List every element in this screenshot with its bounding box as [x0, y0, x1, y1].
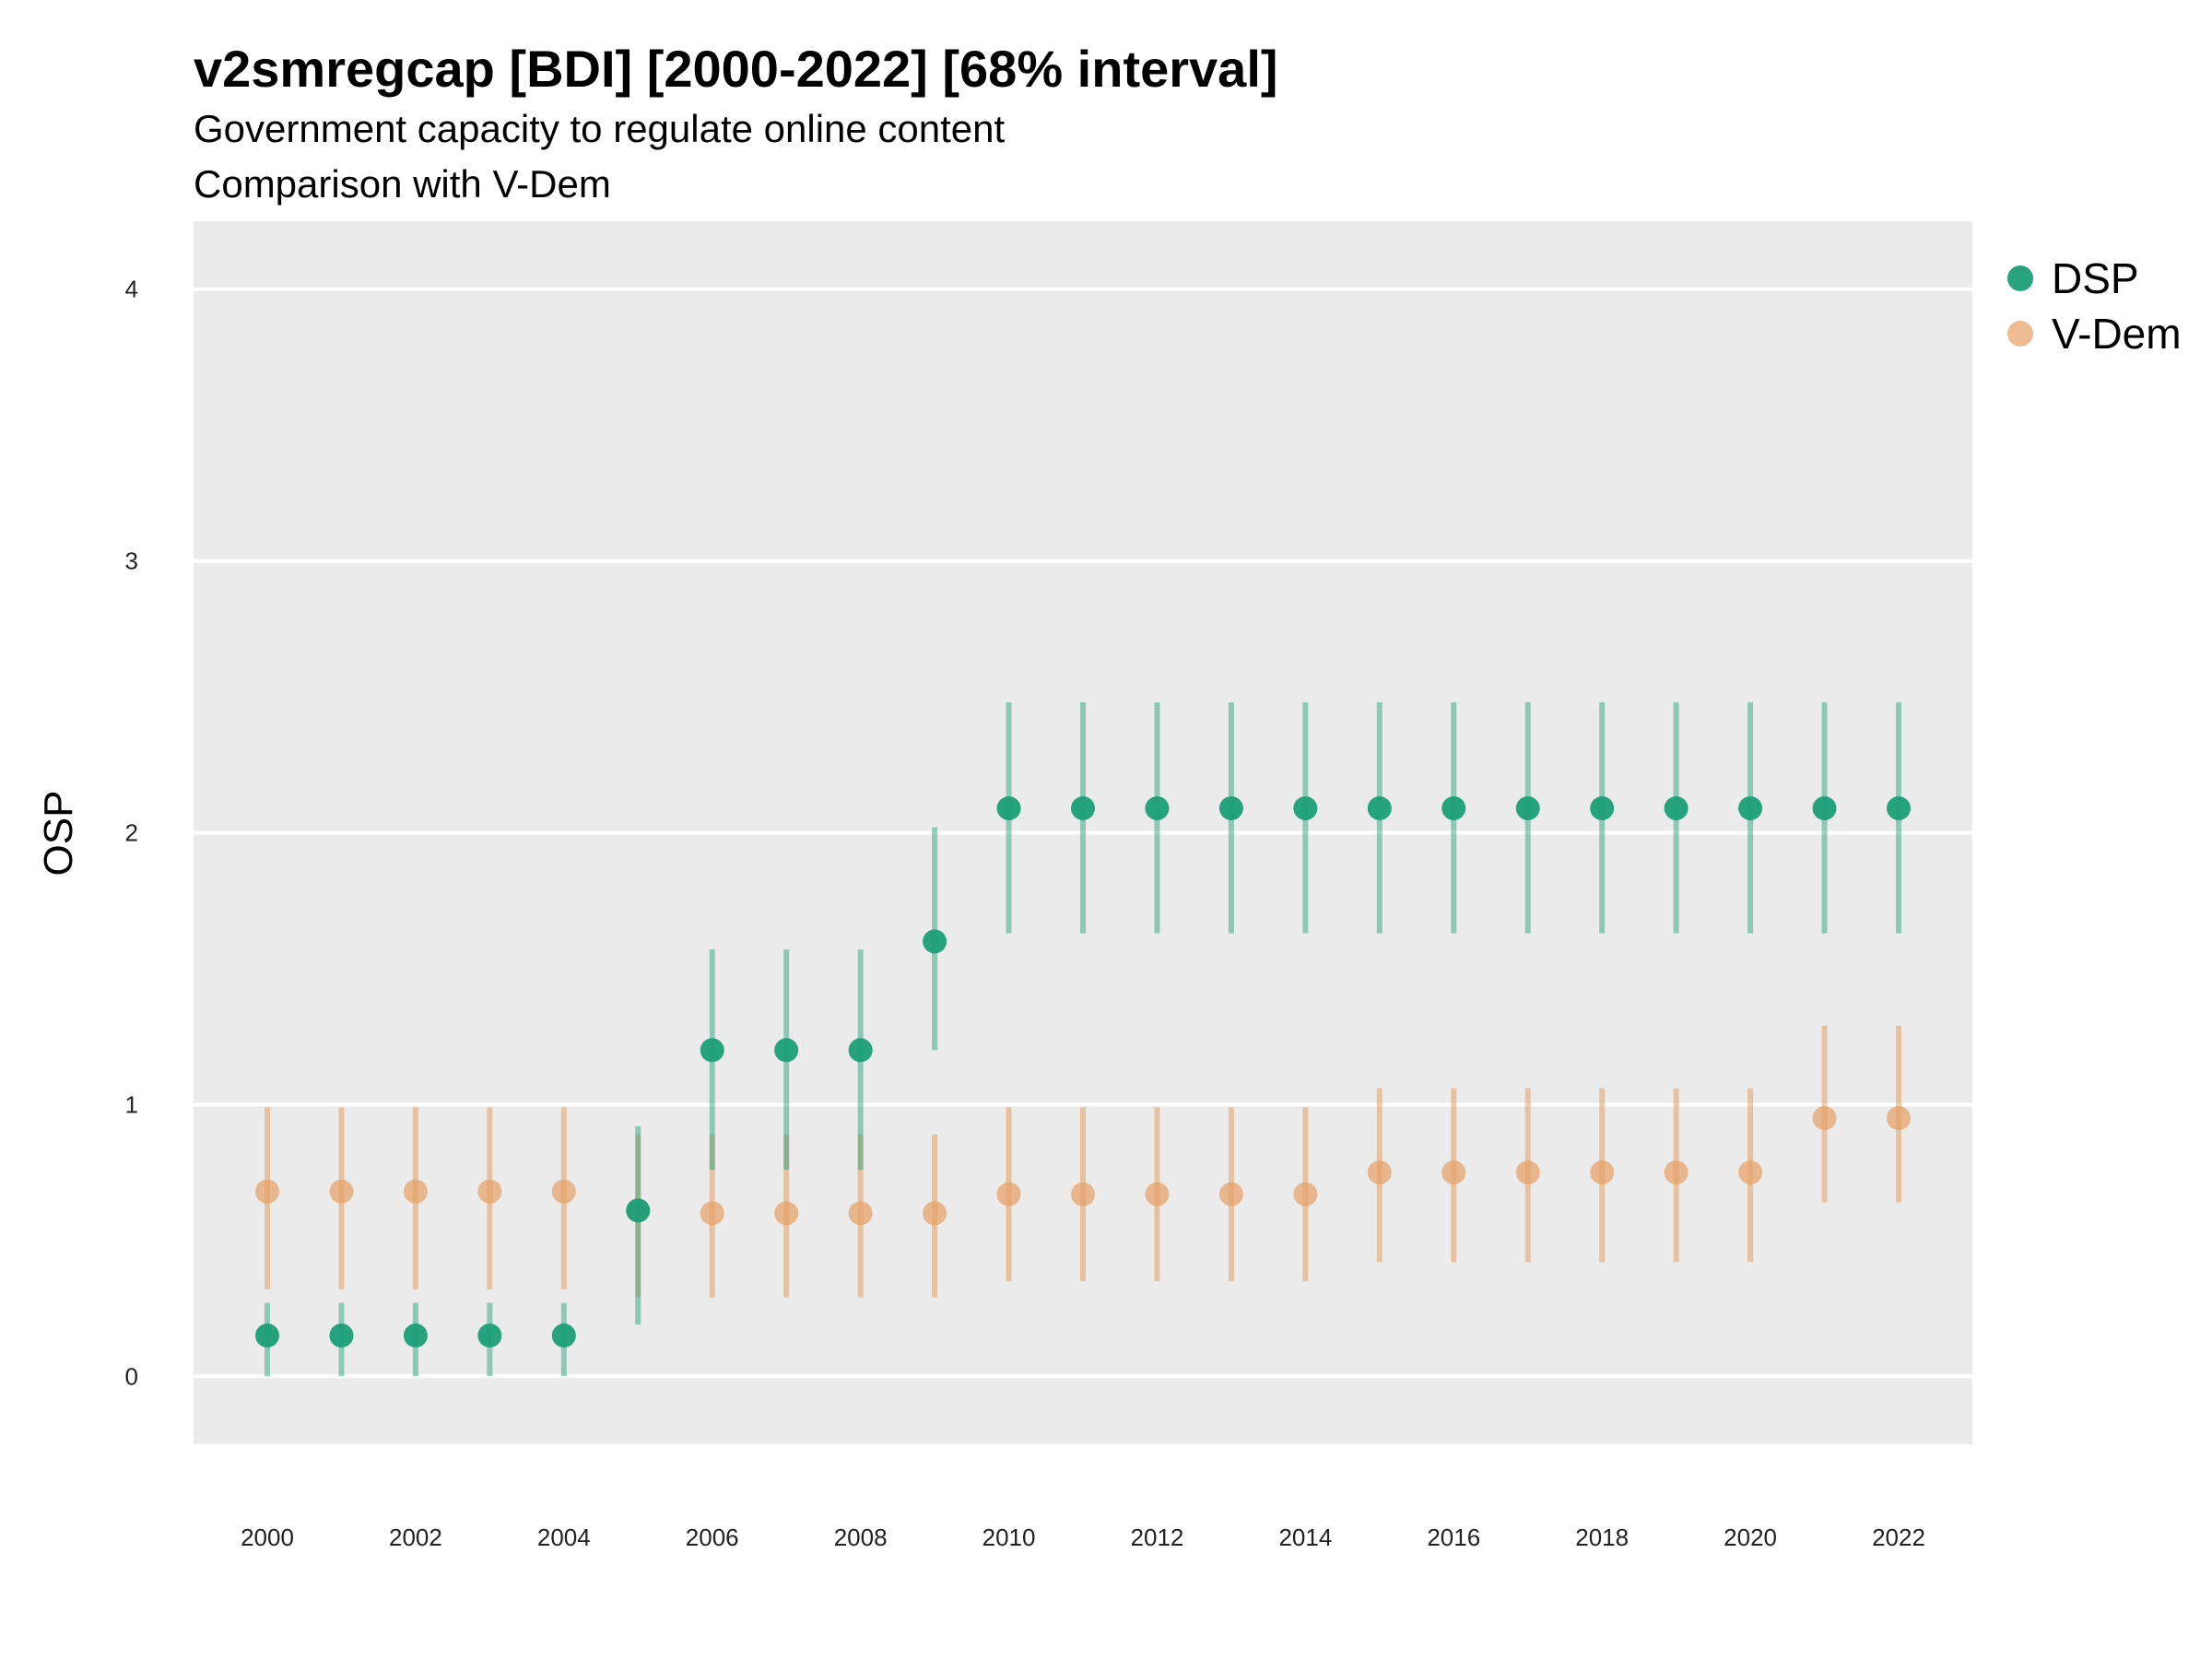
data-point: [1293, 795, 1318, 820]
data-point: [1812, 1106, 1837, 1131]
data-point: [626, 1198, 651, 1223]
y-tick-label: 4: [125, 276, 138, 303]
data-point: [1218, 795, 1243, 820]
y-tick-label: 3: [125, 547, 138, 575]
x-tick-label: 2012: [1131, 1524, 1184, 1551]
data-point: [1664, 1160, 1688, 1185]
data-point: [1293, 1182, 1318, 1206]
data-point: [477, 1324, 502, 1348]
x-tick-label: 2022: [1872, 1524, 1925, 1551]
data-point: [996, 1182, 1021, 1206]
x-tick-label: 2018: [1575, 1524, 1629, 1551]
y-tick-label: 1: [125, 1090, 138, 1118]
data-point: [1071, 1182, 1095, 1206]
x-tick-label: 2002: [389, 1524, 442, 1551]
data-point: [255, 1179, 279, 1204]
data-point: [996, 795, 1021, 820]
data-point: [403, 1179, 428, 1204]
data-point: [329, 1324, 354, 1348]
data-point: [1887, 795, 1911, 820]
data-point: [1664, 795, 1688, 820]
y-tick-label: 2: [125, 819, 138, 847]
data-point: [1887, 1106, 1911, 1131]
data-point: [551, 1324, 576, 1348]
data-point: [923, 929, 947, 954]
data-point: [1145, 1182, 1170, 1206]
data-point: [1441, 1160, 1466, 1185]
x-tick-label: 2006: [686, 1524, 739, 1551]
data-point: [774, 1201, 799, 1226]
data-point: [1367, 795, 1392, 820]
data-point: [1515, 795, 1540, 820]
x-tick-label: 2016: [1427, 1524, 1480, 1551]
data-point: [329, 1179, 354, 1204]
gridlines: [194, 287, 1972, 1379]
x-tick-label: 2014: [1278, 1524, 1332, 1551]
x-tick-label: 2020: [1724, 1524, 1777, 1551]
data-point: [1738, 795, 1763, 820]
data-point: [1590, 1160, 1615, 1185]
data-point: [700, 1201, 724, 1226]
data-point: [1441, 795, 1466, 820]
data-point: [551, 1179, 576, 1204]
data-point: [774, 1038, 799, 1063]
data-point: [1812, 795, 1837, 820]
data-point: [1145, 795, 1170, 820]
data-marks: [255, 701, 1911, 1377]
legend-swatch: [2007, 321, 2033, 347]
data-point: [403, 1324, 428, 1348]
legend-label: V-Dem: [2052, 310, 2182, 358]
chart-subtitle-2: Comparison with V-Dem: [194, 162, 611, 206]
data-point: [923, 1201, 947, 1226]
x-tick-label: 2000: [241, 1524, 294, 1551]
data-point: [1367, 1160, 1392, 1185]
x-tick-label: 2010: [982, 1524, 1036, 1551]
x-tick-label: 2008: [834, 1524, 888, 1551]
chart-subtitle: Government capacity to regulate online c…: [194, 107, 1006, 150]
x-tick-label: 2004: [537, 1524, 591, 1551]
x-axis-ticks: 2000 2002 2004 2006 2008 2010 2012 2014 2016 2018…: [241, 1524, 1925, 1551]
y-tick-label: 0: [125, 1362, 138, 1390]
data-point: [1738, 1160, 1763, 1185]
series-dsp: [255, 701, 1911, 1377]
data-point: [848, 1201, 873, 1226]
chart-title: v2smregcap [BDI] [2000-2022] [68% interv…: [194, 40, 1278, 98]
data-point: [255, 1324, 279, 1348]
data-point: [477, 1179, 502, 1204]
legend-label: DSP: [2052, 254, 2139, 302]
data-point: [1590, 795, 1615, 820]
data-point: [1515, 1160, 1540, 1185]
data-point: [1218, 1182, 1243, 1206]
legend: DSP V-Dem: [2007, 254, 2182, 358]
data-point: [700, 1038, 724, 1063]
data-point: [848, 1038, 873, 1063]
y-axis-ticks: 0 1 2 3 4: [125, 276, 138, 1391]
data-point: [1071, 795, 1095, 820]
y-axis-title: OSP: [36, 791, 81, 877]
legend-swatch: [2007, 265, 2033, 291]
